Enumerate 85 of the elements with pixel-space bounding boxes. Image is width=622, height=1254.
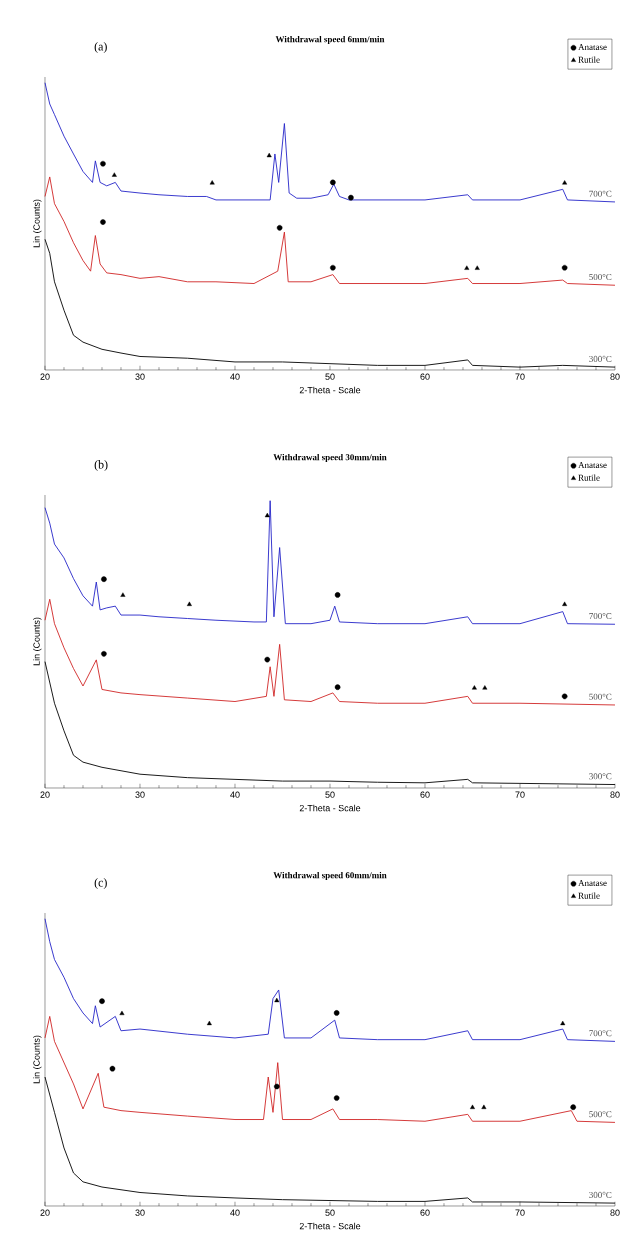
point (209, 180, 215, 185)
point (348, 194, 354, 201)
point (562, 180, 568, 185)
point (100, 160, 106, 167)
point (109, 1065, 116, 1072)
point (120, 592, 126, 597)
x-axis-title: 2-Theta - Scale (299, 804, 361, 812)
legend-label: Rutile (578, 474, 600, 481)
point (482, 685, 488, 690)
x-tick-label: 50 (325, 791, 335, 798)
x-tick-label: 60 (420, 791, 430, 798)
x-tick-label: 80 (610, 791, 620, 798)
chart-title: Withdrawal speed 60mm/min (273, 871, 387, 881)
series-label: 700°C (589, 1030, 612, 1037)
x-axis-title: 2-Theta - Scale (299, 386, 361, 394)
x-tick-label: 30 (135, 1209, 145, 1216)
point (471, 685, 477, 690)
series-label: 700°C (589, 190, 612, 197)
point (333, 1010, 340, 1016)
x-tick-label: 70 (515, 791, 525, 798)
series-label: 300°C (589, 355, 612, 362)
point (276, 225, 283, 231)
legend-label: Anatase (578, 44, 607, 51)
point (330, 264, 336, 271)
series-label: 300°C (589, 1191, 612, 1198)
point (101, 576, 107, 582)
point (560, 1020, 566, 1026)
point (274, 997, 280, 1003)
x-tick-label: 60 (420, 1209, 430, 1216)
y-axis-title: Lin (Counts) (33, 617, 42, 666)
x-tick-label: 80 (610, 373, 620, 380)
x-tick-label: 60 (420, 373, 430, 380)
x-tick-label: 20 (40, 1209, 50, 1216)
x-tick-label: 40 (230, 791, 240, 798)
x-axis-title: 2-Theta - Scale (299, 1222, 361, 1230)
series-label: 700°C (589, 613, 612, 620)
legend-label: Rutile (578, 892, 600, 899)
series-label: 500°C (589, 1111, 612, 1118)
point (470, 1104, 475, 1109)
point (570, 1104, 576, 1110)
chart-title: Withdrawal speed 30mm/min (273, 453, 387, 463)
point (99, 998, 105, 1004)
legend-label: Anatase (578, 880, 607, 887)
x-tick-label: 50 (325, 1209, 335, 1216)
legend-label: Anatase (578, 462, 607, 469)
point (186, 601, 192, 606)
point (264, 656, 271, 663)
point (264, 512, 270, 518)
x-tick-label: 80 (610, 1209, 620, 1216)
point (561, 264, 568, 271)
x-tick-label: 20 (40, 373, 50, 380)
text: (b) (94, 460, 108, 471)
text: (a) (94, 42, 107, 53)
point (464, 265, 470, 270)
point (334, 684, 341, 690)
point (100, 219, 106, 225)
point (562, 601, 568, 606)
x-tick-label: 30 (135, 791, 145, 798)
x-tick-label: 40 (230, 373, 240, 380)
point (101, 651, 107, 657)
y-axis-title: Lin (Counts) (33, 1035, 42, 1084)
point (333, 1095, 340, 1101)
x-tick-label: 70 (515, 373, 525, 380)
x-tick-label: 40 (230, 1209, 240, 1216)
legend-label: Rutile (578, 56, 600, 63)
point (206, 1020, 212, 1026)
point (266, 152, 272, 158)
y-axis-title: Lin (Counts) (33, 199, 42, 248)
point (330, 179, 336, 186)
point (111, 172, 117, 177)
x-tick-label: 50 (325, 373, 335, 380)
point (274, 1083, 280, 1090)
x-tick-label: 20 (40, 791, 50, 798)
chart-title: Withdrawal speed 6mm/min (275, 35, 385, 45)
point (481, 1104, 487, 1109)
series-label: 500°C (589, 693, 612, 700)
point (561, 693, 568, 700)
point (119, 1010, 125, 1016)
point (474, 265, 480, 270)
text: (c) (94, 878, 107, 889)
series-label: 300°C (589, 773, 612, 780)
x-tick-label: 70 (515, 1209, 525, 1216)
point (334, 592, 341, 598)
series-label: 500°C (589, 273, 612, 281)
x-tick-label: 30 (135, 373, 145, 380)
